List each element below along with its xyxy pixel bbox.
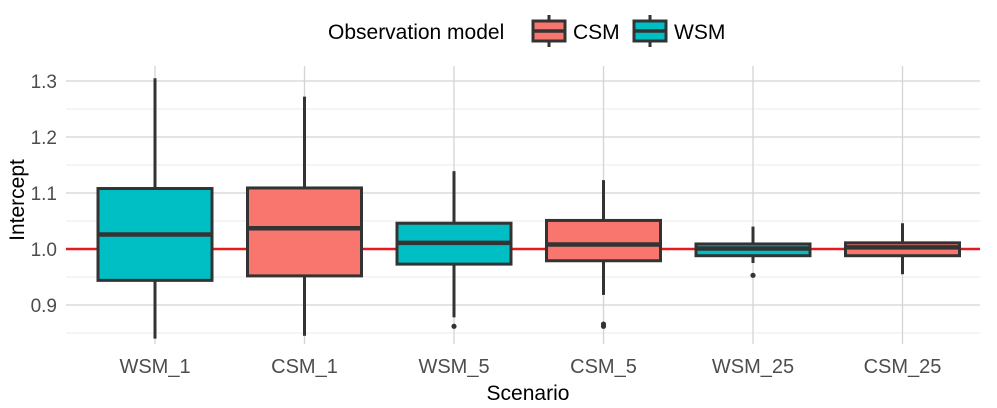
outlier-point-1: [600, 323, 607, 329]
box-CSM_1: [246, 96, 363, 336]
legend: Observation model CSM WSM: [328, 15, 725, 47]
x-tick-label: CSM_25: [864, 356, 942, 378]
legend-label: CSM: [573, 21, 620, 44]
box-iqr: [545, 218, 662, 263]
box-iqr: [246, 186, 363, 278]
x-axis-ticks: WSM_1 CSM_1 WSM_5 CSM_5 WSM_25 CSM_25: [119, 356, 941, 378]
boxes-layer: [96, 78, 961, 339]
y-tick-label: 1.0: [31, 240, 57, 261]
box-CSM_25: [844, 223, 961, 275]
y-tick-label: 0.9: [31, 296, 57, 317]
x-tick-label: WSM_1: [119, 356, 190, 378]
legend-title: Observation model: [328, 21, 504, 44]
y-tick-label: 1.2: [31, 128, 57, 149]
y-axis-ticks: 0.9 1.0 1.1 1.2 1.3: [31, 72, 57, 317]
y-tick-label: 1.1: [31, 184, 57, 205]
outlier-point-0: [750, 272, 756, 278]
x-axis-title: Scenario: [487, 382, 570, 405]
box-WSM_25: [694, 226, 812, 278]
box-CSM_5: [545, 180, 662, 329]
outlier-point-0: [451, 323, 457, 329]
legend-entry-CSM: CSM: [531, 15, 620, 47]
x-tick-label: WSM_25: [712, 356, 794, 378]
x-tick-label: CSM_1: [271, 356, 338, 378]
y-axis-title: Intercept: [6, 159, 29, 241]
x-tick-label: CSM_5: [570, 356, 637, 378]
y-tick-label: 1.3: [31, 72, 57, 93]
legend-entry-WSM: WSM: [632, 15, 725, 47]
box-WSM_1: [96, 78, 214, 339]
legend-label: WSM: [674, 21, 725, 44]
box-WSM_5: [395, 171, 513, 329]
x-tick-label: WSM_5: [418, 356, 489, 378]
